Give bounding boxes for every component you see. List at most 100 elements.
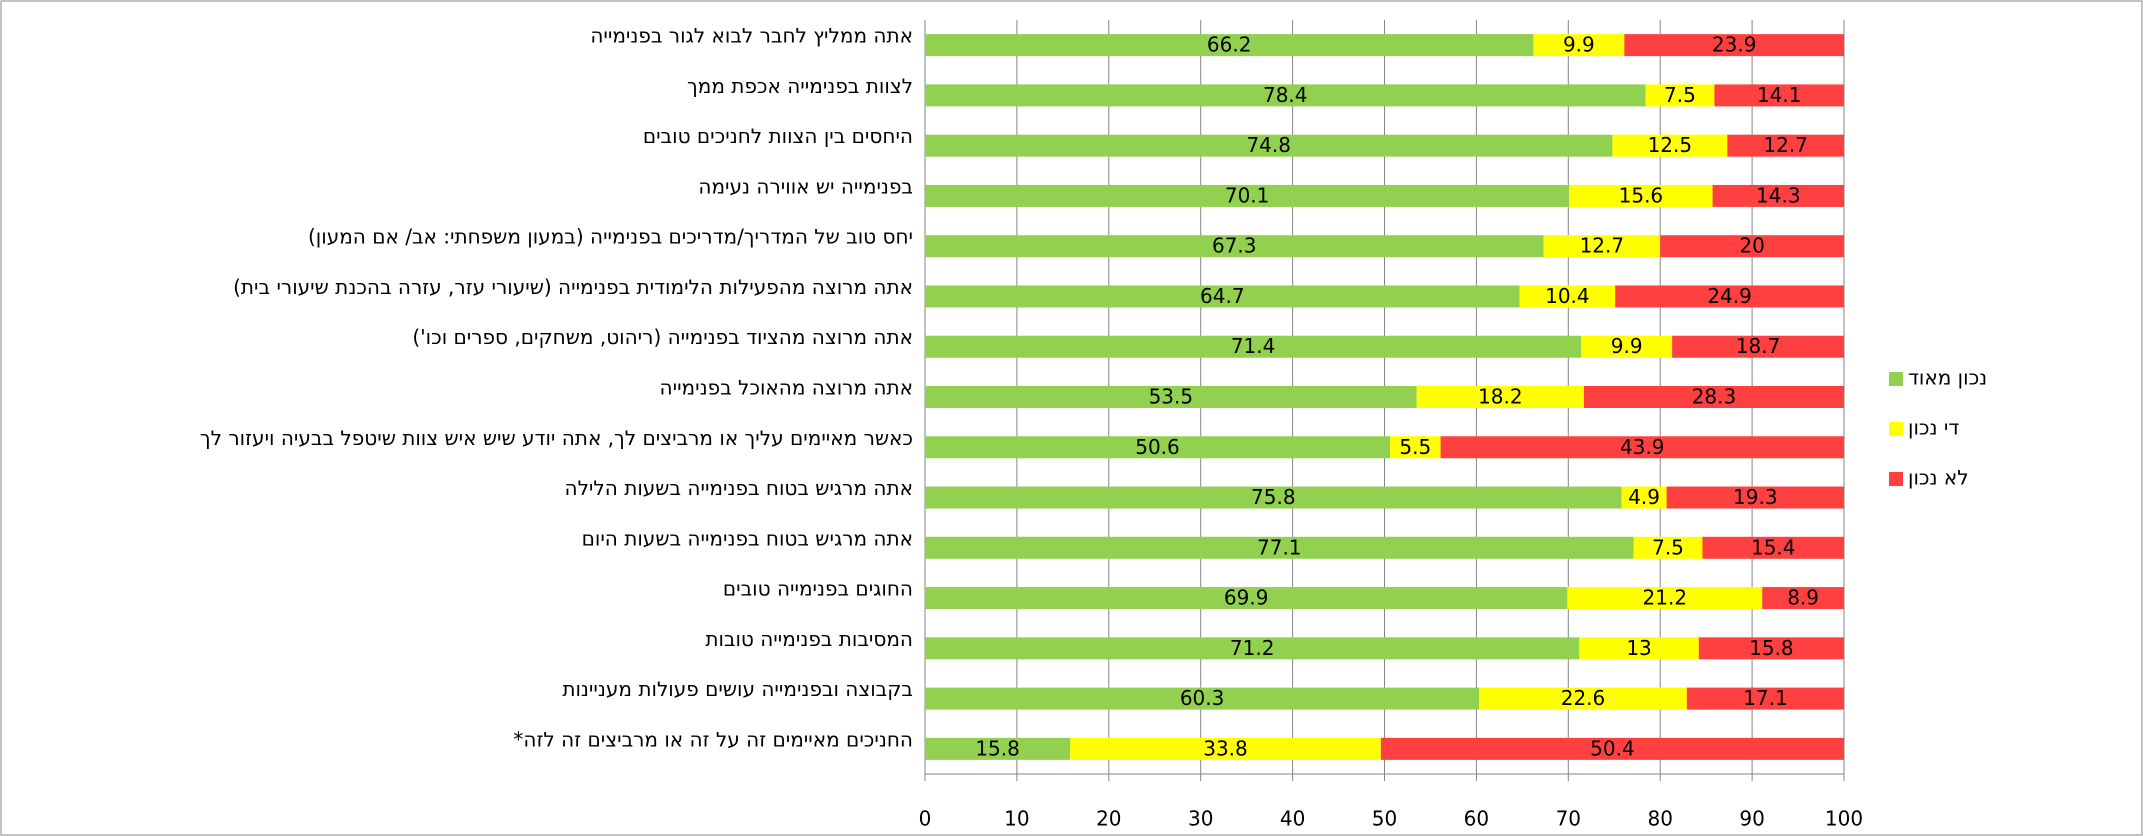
data-label: 7.5 bbox=[1664, 83, 1696, 107]
data-label: 15.6 bbox=[1619, 183, 1664, 207]
data-label: 12.5 bbox=[1648, 133, 1693, 157]
bar-segment bbox=[1615, 285, 1844, 308]
data-label: 60.3 bbox=[1180, 686, 1225, 710]
legend-label: נכון מאוד bbox=[1908, 366, 1987, 390]
y-tick-label: אתה מרוצה מהאוכל בפנימייה bbox=[660, 376, 913, 400]
data-label: 5.5 bbox=[1399, 435, 1431, 459]
bar-segment bbox=[1390, 436, 1441, 459]
bar-segment bbox=[1581, 335, 1673, 358]
data-label: 19.3 bbox=[1733, 485, 1778, 509]
y-tick-label: המסיבות בפנימייה טובות bbox=[705, 627, 913, 651]
data-label: 78.4 bbox=[1263, 83, 1308, 107]
bar-segment bbox=[1714, 84, 1844, 107]
bar-segment bbox=[1567, 587, 1763, 610]
bar-segment bbox=[1579, 637, 1699, 660]
bar-segment bbox=[1686, 687, 1844, 710]
data-label: 18.7 bbox=[1736, 334, 1781, 358]
bar-segment bbox=[1727, 134, 1844, 157]
x-tick-label: 40 bbox=[1280, 807, 1305, 831]
data-label: 28.3 bbox=[1692, 385, 1737, 409]
bar-segment bbox=[1762, 587, 1844, 610]
data-label: 17.1 bbox=[1743, 686, 1788, 710]
data-label: 70.1 bbox=[1225, 183, 1270, 207]
bar-segment bbox=[1440, 436, 1844, 459]
y-tick-label: כאשר מאיימים עליך או מרביצים לך, אתה יוד… bbox=[200, 426, 913, 450]
legend-label: לא נכון bbox=[1908, 466, 1969, 490]
bar-segment bbox=[1569, 184, 1713, 207]
y-tick-label: אתה מרגיש בטוח בפנימייה בשעות הלילה bbox=[565, 476, 914, 500]
bar-segment bbox=[925, 436, 1391, 459]
bar-segment bbox=[925, 184, 1570, 207]
data-label: 10.4 bbox=[1545, 284, 1590, 308]
y-tick-label: היחסים בין הצוות לחניכים טובים bbox=[643, 124, 913, 148]
data-label: 24.9 bbox=[1707, 284, 1752, 308]
bar-segment bbox=[1666, 486, 1844, 509]
bar-segment bbox=[1380, 737, 1844, 760]
x-tick-label: 20 bbox=[1096, 807, 1121, 831]
y-tick-label: החוגים בפנימייה טובים bbox=[723, 577, 913, 601]
y-tick-label: אתה ממליץ לחבר לבוא לגור בפנימייה bbox=[590, 24, 913, 48]
bar-segment bbox=[925, 737, 1071, 760]
bar-segment bbox=[925, 285, 1520, 308]
legend-swatch bbox=[1889, 422, 1903, 436]
data-label: 53.5 bbox=[1149, 385, 1194, 409]
data-label: 74.8 bbox=[1246, 133, 1291, 157]
y-tick-label: יחס טוב של המדריך/מדריכים בפנימייה (במעו… bbox=[308, 225, 913, 249]
data-label: 14.1 bbox=[1757, 83, 1802, 107]
x-tick-label: 70 bbox=[1556, 807, 1581, 831]
data-label: 71.4 bbox=[1231, 334, 1276, 358]
legend-label: די נכון bbox=[1908, 416, 1959, 440]
bar-segment bbox=[925, 587, 1568, 610]
data-label: 18.2 bbox=[1478, 385, 1523, 409]
bar-segment bbox=[1533, 34, 1625, 57]
bar-segment bbox=[1702, 536, 1844, 559]
bar-segment bbox=[1070, 737, 1381, 760]
bar-segment bbox=[925, 235, 1544, 258]
bar-segment bbox=[1416, 386, 1584, 408]
data-label: 9.9 bbox=[1611, 334, 1643, 358]
data-label: 15.8 bbox=[975, 736, 1020, 760]
bar-segment bbox=[925, 486, 1622, 509]
bar-segment bbox=[1672, 335, 1844, 358]
y-tick-label: בקבוצה ובפנימייה עושים פעולות מעניינות bbox=[562, 677, 913, 701]
data-label: 50.6 bbox=[1135, 435, 1180, 459]
bar-segment bbox=[1479, 687, 1687, 710]
data-label: 71.2 bbox=[1230, 636, 1275, 660]
data-label: 15.8 bbox=[1749, 636, 1794, 660]
bar-segment bbox=[925, 536, 1634, 559]
x-tick-label: 30 bbox=[1188, 807, 1213, 831]
bar-segment bbox=[925, 34, 1534, 57]
y-tick-label: בפנימייה יש אווירה נעימה bbox=[698, 174, 913, 198]
bar-segment bbox=[925, 335, 1582, 358]
y-tick-label: לצוות בפנימייה אכפת ממך bbox=[687, 74, 913, 98]
y-tick-label: אתה מרוצה מהציוד בפנימייה (ריהוט, משחקים… bbox=[412, 325, 913, 349]
bar-segment bbox=[1543, 235, 1661, 258]
data-label: 77.1 bbox=[1257, 535, 1302, 559]
data-label: 50.4 bbox=[1590, 736, 1635, 760]
data-label: 67.3 bbox=[1212, 234, 1257, 258]
y-tick-label: אתה מרגיש בטוח בפנימייה בשעות היום bbox=[582, 526, 913, 550]
data-label: 9.9 bbox=[1563, 33, 1595, 57]
x-tick-label: 0 bbox=[919, 807, 932, 831]
legend-swatch bbox=[1889, 472, 1903, 486]
bar-segment bbox=[925, 637, 1580, 660]
bar-segment bbox=[1519, 285, 1616, 308]
data-label: 22.6 bbox=[1561, 686, 1606, 710]
data-label: 69.9 bbox=[1224, 586, 1269, 610]
x-tick-label: 60 bbox=[1464, 807, 1489, 831]
x-tick-label: 90 bbox=[1739, 807, 1764, 831]
y-tick-label: החניכים מאיימים זה על זה או מרביצים זה ל… bbox=[513, 727, 913, 751]
data-label: 23.9 bbox=[1712, 33, 1757, 57]
data-label: 33.8 bbox=[1203, 736, 1248, 760]
bar-segment bbox=[1621, 486, 1667, 509]
x-tick-label: 50 bbox=[1372, 807, 1397, 831]
bar-segment bbox=[1633, 536, 1703, 559]
bar-segment bbox=[1698, 637, 1844, 660]
bar-segment bbox=[925, 386, 1417, 408]
data-label: 75.8 bbox=[1251, 485, 1296, 509]
data-label: 12.7 bbox=[1763, 133, 1808, 157]
data-label: 7.5 bbox=[1652, 535, 1684, 559]
data-label: 14.3 bbox=[1756, 183, 1801, 207]
